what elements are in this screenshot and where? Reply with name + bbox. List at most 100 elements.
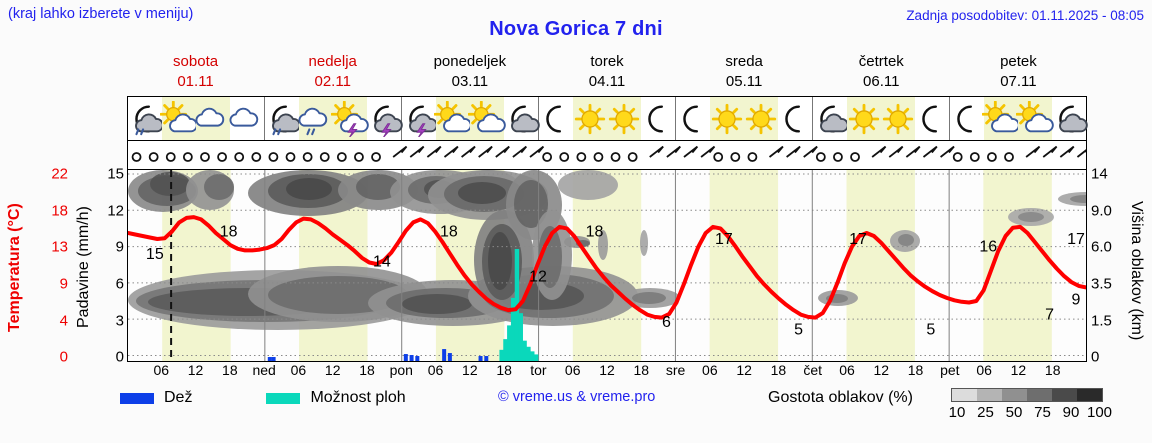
wind-barb: [768, 145, 784, 158]
wind-barb: [747, 152, 758, 162]
precipitation-tick: 15: [107, 165, 124, 183]
wind-barb: [512, 145, 527, 158]
cloud-density-step: [1002, 389, 1027, 401]
x-tick-label: 06: [702, 362, 718, 378]
icon-day-group-06.11: [813, 97, 950, 140]
x-tick-label: 18: [496, 362, 512, 378]
wind-barb: [833, 152, 843, 162]
icon-slot: [847, 97, 881, 140]
sun-icon: [745, 103, 777, 134]
sun-icon: [848, 103, 880, 134]
x-tick-label: 12: [462, 362, 478, 378]
x-tick-label: 12: [324, 362, 341, 378]
wind-barb: [251, 152, 262, 162]
wind-barb: [426, 145, 442, 158]
wind-barb: [1059, 145, 1075, 158]
x-tick-label: 18: [770, 362, 787, 378]
temperature-label: 18: [220, 223, 238, 240]
cloud-density-tick: 90: [1062, 404, 1080, 421]
moon-icon: [785, 104, 801, 133]
wind-barb: [478, 145, 493, 158]
moon-icon: [648, 104, 664, 133]
day-header-nedelja: nedelja 02.11: [264, 52, 401, 94]
cloud-height-axis-ticks: 14 9.0 6.0 3.5 1.5 0: [1089, 166, 1129, 366]
moon-cloud-storm-icon: [409, 104, 438, 137]
wind-barb: [354, 152, 364, 162]
wind-barb: [666, 145, 681, 158]
cloud-density-colorbar: [951, 388, 1103, 402]
precipitation-tick: 9: [115, 238, 124, 256]
x-tick-label: 18: [907, 362, 924, 378]
wind-barb: [285, 152, 296, 162]
x-axis-tick-labels: 06 12 18 ned 06 12 18 pon 06 12 18 tor 06 12 18 sre 06 12…: [127, 362, 1087, 382]
wind-barb: [542, 152, 553, 162]
x-tick-label: 18: [1044, 362, 1061, 378]
precipitation-axis-title: Padavine (mm/h): [75, 206, 92, 329]
x-tick-label: sre: [665, 362, 686, 378]
day-date: 07.11: [1000, 73, 1037, 90]
sun-cloud-icon: [434, 100, 472, 132]
wind-barb: [969, 152, 980, 162]
temperature-tick: 13: [51, 238, 68, 256]
icon-slot: [265, 97, 301, 140]
icon-slot: [744, 97, 778, 140]
icon-slot: [468, 97, 506, 140]
cloud-density-step: [1052, 389, 1077, 401]
moon-cloud-icon: [820, 104, 849, 133]
wind-barb: [888, 145, 904, 158]
cloud-density-tick: 10: [948, 404, 966, 421]
sun-cloud-icon: [160, 100, 198, 132]
wind-barb: [815, 152, 826, 162]
wind-barb: [529, 145, 545, 158]
cloud-height-tick: 1.5: [1091, 312, 1112, 330]
day-date: 02.11: [314, 73, 351, 90]
temperature-tick: 9: [59, 275, 68, 293]
x-tick-label: ned: [252, 362, 276, 378]
wind-barb: [217, 152, 227, 162]
cloud-density-step: [952, 389, 977, 401]
icon-slot: [881, 97, 915, 140]
day-header-ponedeljek: ponedeljek 03.11: [401, 52, 538, 94]
last-updated: Zadnja posodobitev: 01.11.2025 - 08:05: [906, 8, 1144, 23]
moon-cloud-rain-icon: [135, 104, 164, 135]
x-tick-label: 06: [839, 362, 855, 378]
day-date: 05.11: [725, 73, 763, 90]
rain-color-swatch: [120, 392, 154, 404]
x-tick-label: 12: [736, 362, 752, 378]
cloud-height-tick: 6.0: [1091, 238, 1112, 256]
day-header-torek: torek 04.11: [538, 52, 675, 94]
cloud-rain-icon: [298, 107, 328, 135]
precipitation-axis-ticks: 15 12 9 6 3 0: [96, 165, 126, 366]
sun-cloud-icon: [1016, 100, 1054, 132]
x-tick-label: 18: [222, 362, 238, 378]
precipitation-tick: 0: [115, 348, 124, 366]
icon-slot: [950, 97, 984, 140]
wind-barb: [461, 145, 476, 158]
wind-barb: [495, 145, 510, 158]
icon-slot: [778, 97, 812, 140]
cloud-height-tick: 9.0: [1091, 202, 1112, 220]
location-hint: (kraj lahko izberete v meniju): [8, 6, 194, 22]
precipitation-tick: 6: [115, 275, 124, 293]
icon-slot: [573, 97, 607, 140]
x-tick-label: 12: [873, 362, 890, 378]
cloud-height-axis-title: Višina oblakov (km): [1128, 201, 1145, 341]
wind-barb: [1025, 145, 1041, 158]
moon-cloud-icon: [1059, 104, 1088, 133]
wind-barb: [649, 145, 664, 158]
page-title: Nova Gorica 7 dni: [489, 18, 663, 40]
copyright-link[interactable]: © vreme.us & vreme.pro: [498, 389, 656, 405]
icon-slot: [1016, 97, 1054, 140]
temperature-axis-ticks: 22 18 13 9 4 0: [28, 166, 70, 366]
day-date: 06.11: [863, 73, 900, 90]
icon-slot: [229, 97, 264, 140]
icon-slot: [915, 97, 949, 140]
x-tick-label: pon: [389, 362, 413, 378]
x-tick-label: 12: [187, 362, 204, 378]
day-header-band: sobota 01.11 nedelja 02.11 ponedeljek 03.11 to…: [127, 52, 1087, 94]
cloud-icon: [195, 107, 225, 127]
icon-day-group-01.11: [128, 97, 265, 140]
temperature-label: 7: [1045, 307, 1054, 324]
temperature-label: 12: [529, 269, 547, 286]
wind-barb: [850, 152, 860, 162]
